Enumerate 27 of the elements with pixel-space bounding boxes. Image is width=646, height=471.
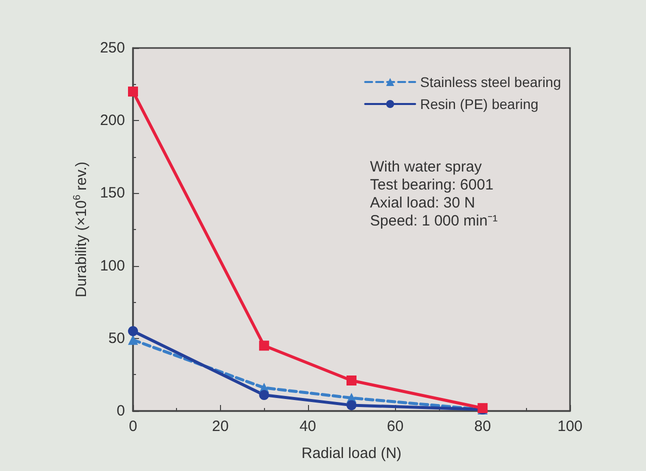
x-tick-label: 80 <box>474 418 491 435</box>
x-tick-label: 20 <box>212 418 229 435</box>
x-tick-label: 60 <box>386 418 404 435</box>
legend-label: Stainless steel bearing <box>420 74 562 90</box>
annotation: With water spray <box>370 158 482 176</box>
x-tick-label: 100 <box>557 418 583 435</box>
y-tick-label: 50 <box>108 330 125 347</box>
point <box>128 326 138 336</box>
y-tick-label: 100 <box>100 257 125 274</box>
y-tick-label: 0 <box>116 402 125 420</box>
annotation: Speed: 1 000 min⁻¹ <box>370 212 498 230</box>
y-tick-label: 250 <box>100 40 125 56</box>
point <box>346 376 356 386</box>
point <box>346 400 356 410</box>
x-axis-title: Radial load (N) <box>301 445 402 462</box>
point <box>128 86 138 97</box>
x-tick-label: 0 <box>128 418 138 435</box>
y-tick-label: 200 <box>100 112 125 130</box>
point <box>259 340 270 351</box>
y-tick-label: 150 <box>100 184 125 202</box>
point <box>259 390 270 400</box>
legend-label: Resin (PE) bearing <box>420 96 538 112</box>
annotation: Test bearing: 6001 <box>370 176 494 194</box>
annotation: Axial load: 30 N <box>370 194 476 212</box>
point <box>128 334 138 345</box>
x-tick-label: 40 <box>299 418 316 435</box>
y-axis-title: Durability (×106 rev.) <box>72 162 90 298</box>
